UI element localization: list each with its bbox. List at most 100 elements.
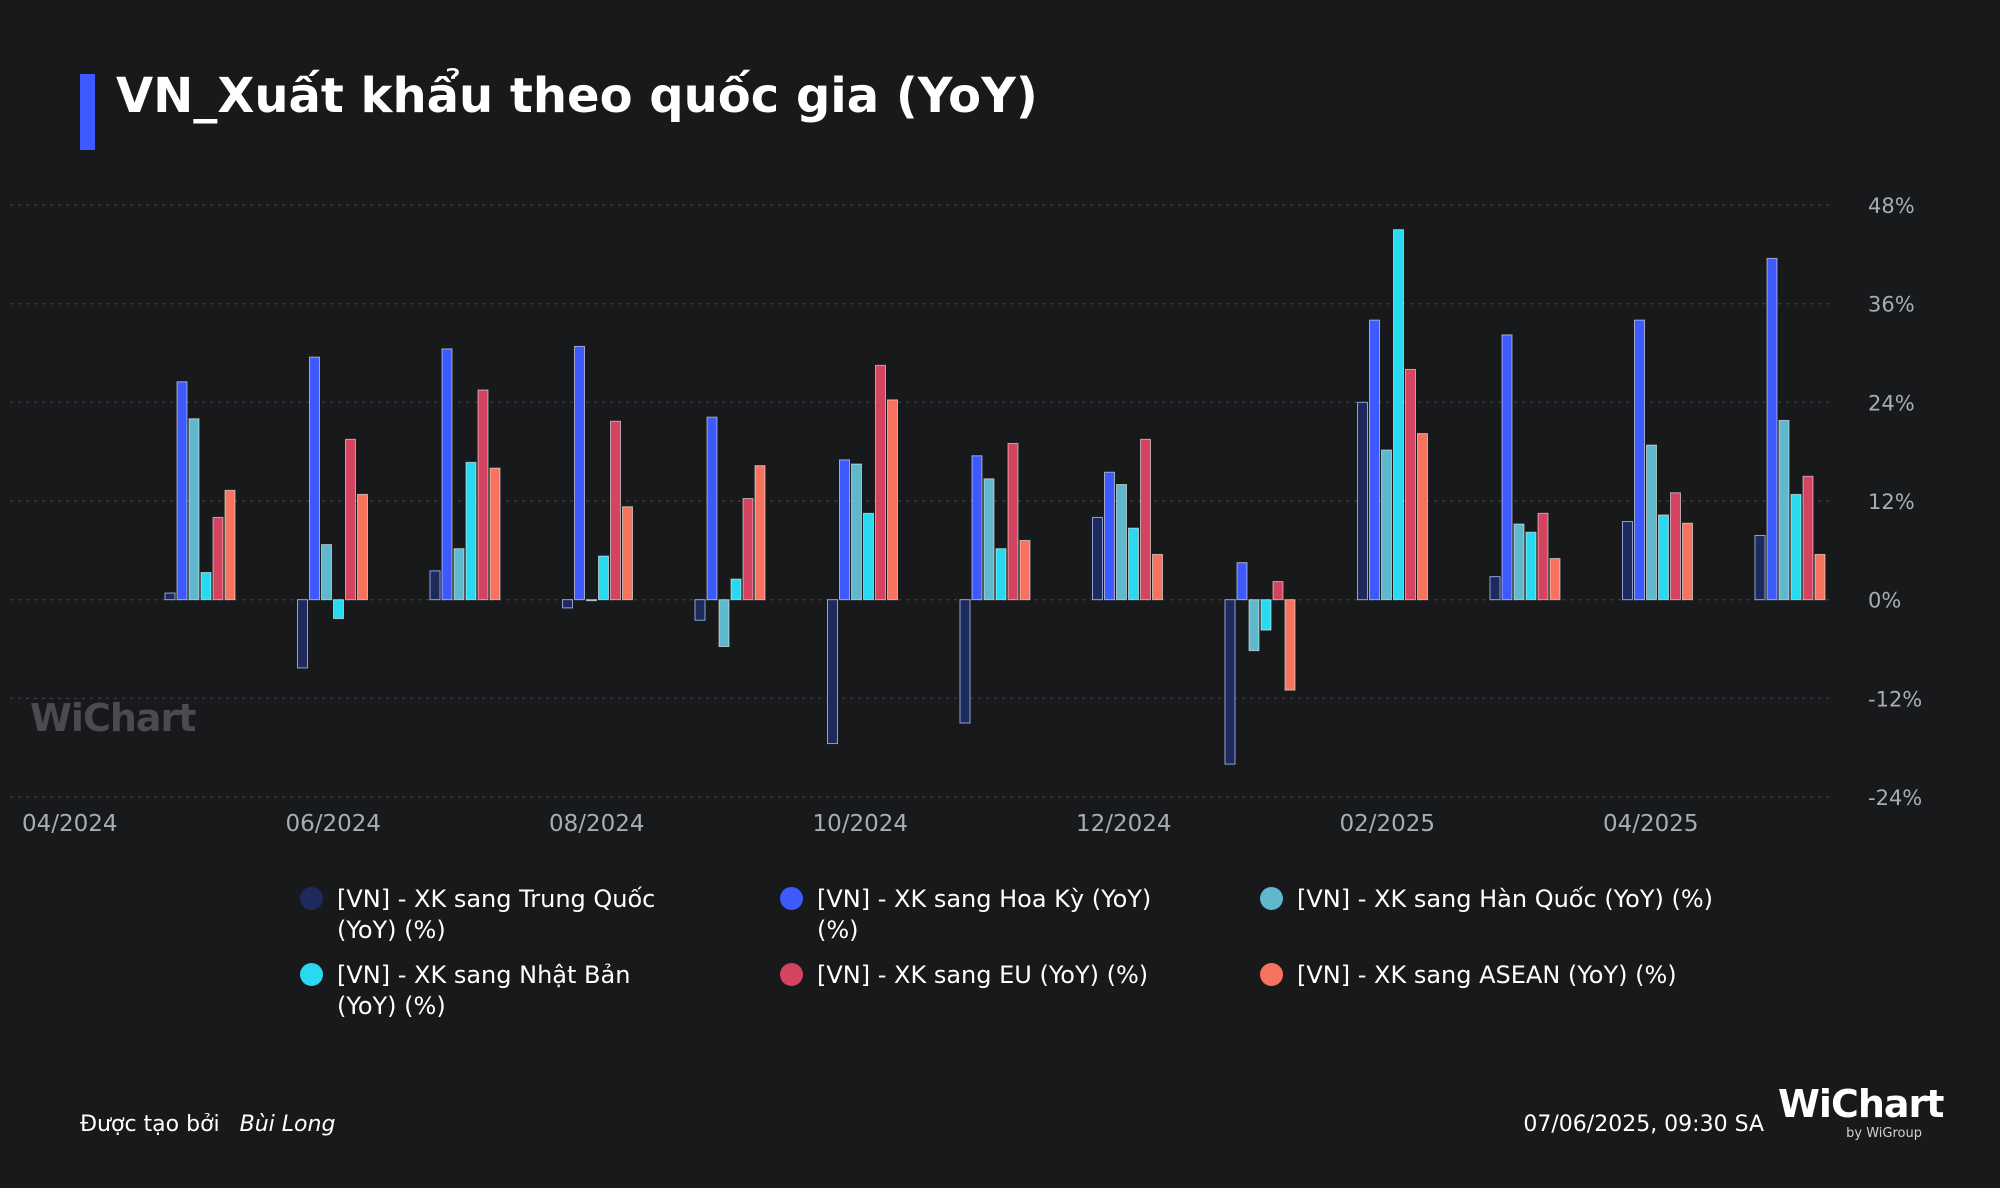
brand-name: WiChart <box>1778 1082 1944 1126</box>
chart-legend: [VN] - XK sang Trung Quốc (YoY) (%) [VN]… <box>300 884 1760 1022</box>
bar-asean <box>224 489 236 601</box>
bar-japan <box>1525 531 1537 601</box>
bar-japan <box>1790 493 1802 601</box>
x-tick-label: 02/2025 <box>1340 811 1436 837</box>
bar-korea <box>851 463 862 601</box>
watermark-logo: WiChart <box>30 696 196 740</box>
bar-korea <box>586 599 597 602</box>
bar-asean <box>489 467 501 601</box>
bar-japan <box>333 599 344 620</box>
bar-us <box>1634 319 1645 601</box>
bar-china <box>562 599 573 609</box>
bar-china <box>164 592 176 601</box>
legend-dot-korea <box>1260 887 1283 910</box>
y-tick-label: -24% <box>1868 786 1922 810</box>
bar-asean <box>357 493 368 601</box>
legend-label-korea: [VN] - XK sang Hàn Quốc (YoY) (%) <box>1297 885 1714 913</box>
bar-eu <box>1405 368 1416 601</box>
bar-eu <box>1537 512 1549 601</box>
y-tick-label: -12% <box>1868 687 1922 711</box>
y-tick-label: 48% <box>1868 194 1915 218</box>
bar-eu <box>212 516 224 601</box>
bar-us <box>176 381 188 601</box>
bar-eu <box>477 389 489 601</box>
bar-japan <box>1128 527 1139 601</box>
x-tick-label: 10/2024 <box>813 811 909 837</box>
bar-korea <box>188 418 200 601</box>
legend-dot-asean <box>1260 963 1283 986</box>
title-accent-bar <box>80 74 95 150</box>
legend-label-us: [VN] - XK sang Hoa Kỳ (YoY) (%) <box>817 885 1152 944</box>
bar-china <box>429 570 441 601</box>
bar-asean <box>1549 558 1561 601</box>
brand-logo: WiChart by WiGroup <box>1778 1082 1944 1142</box>
bar-korea <box>983 478 995 601</box>
legend-dot-eu <box>780 963 803 986</box>
bar-us <box>1766 257 1778 601</box>
legend-item-korea[interactable]: [VN] - XK sang Hàn Quốc (YoY) (%) <box>1260 884 1760 946</box>
legend-item-asean[interactable]: [VN] - XK sang ASEAN (YoY) (%) <box>1260 960 1760 1022</box>
legend-dot-china <box>300 887 323 910</box>
bar-eu <box>345 438 356 601</box>
created-by-label: Được tạo bởi <box>80 1112 220 1137</box>
legend-dot-japan <box>300 963 323 986</box>
bar-china <box>1489 576 1501 601</box>
bar-japan <box>1658 514 1669 601</box>
legend-item-japan[interactable]: [VN] - XK sang Nhật Bản (YoY) (%) <box>300 960 780 1022</box>
bar-china <box>1754 535 1766 601</box>
bar-asean <box>1417 433 1428 601</box>
bar-asean <box>1019 539 1031 601</box>
bar-asean <box>887 399 898 601</box>
bar-korea <box>1513 523 1525 601</box>
legend-label-eu: [VN] - XK sang EU (YoY) (%) <box>817 961 1149 989</box>
bar-korea <box>1381 449 1392 601</box>
bar-asean <box>1284 599 1296 691</box>
brand-sub: by WiGroup <box>1846 1126 1922 1141</box>
bar-eu <box>1007 442 1019 601</box>
bar-korea <box>1646 444 1657 601</box>
bar-china <box>827 599 838 745</box>
bar-china <box>297 599 308 669</box>
bar-japan <box>863 512 874 601</box>
y-tick-label: 0% <box>1868 589 1901 613</box>
bar-japan <box>995 548 1007 601</box>
bar-asean <box>1682 522 1693 601</box>
bar-us <box>706 416 718 601</box>
legend-label-japan: [VN] - XK sang Nhật Bản (YoY) (%) <box>337 961 631 1020</box>
bar-us <box>1236 562 1248 601</box>
bar-korea <box>321 544 332 601</box>
bar-korea <box>1778 419 1790 601</box>
legend-label-asean: [VN] - XK sang ASEAN (YoY) (%) <box>1297 961 1677 989</box>
bar-asean <box>1814 553 1826 601</box>
bar-us <box>441 348 453 601</box>
bar-china <box>1224 599 1236 765</box>
y-tick-label: 24% <box>1868 391 1915 415</box>
footer-timestamp: 07/06/2025, 09:30 SA <box>1523 1112 1764 1137</box>
bar-eu <box>1272 581 1284 601</box>
bar-korea <box>1116 484 1127 601</box>
legend-label-china: [VN] - XK sang Trung Quốc (YoY) (%) <box>337 885 656 944</box>
legend-dot-us <box>780 887 803 910</box>
x-tick-label: 08/2024 <box>549 811 645 837</box>
bar-us <box>1369 319 1380 601</box>
bar-us <box>971 455 983 601</box>
bar-japan <box>730 578 742 601</box>
bar-japan <box>465 461 477 601</box>
bar-asean <box>754 465 766 601</box>
bar-korea <box>1248 599 1260 652</box>
bar-japan <box>200 572 212 601</box>
legend-item-us[interactable]: [VN] - XK sang Hoa Kỳ (YoY) (%) <box>780 884 1260 946</box>
footer-credit: Được tạo bởi Bùi Long <box>80 1112 335 1137</box>
bar-china <box>959 599 971 724</box>
bar-eu <box>1802 475 1814 601</box>
bar-asean <box>622 506 633 601</box>
bar-japan <box>598 555 609 601</box>
bar-eu <box>610 420 621 601</box>
bar-us <box>309 356 320 601</box>
bar-eu <box>1670 492 1681 601</box>
bar-us <box>1501 334 1513 601</box>
bar-asean <box>1152 553 1163 601</box>
legend-item-eu[interactable]: [VN] - XK sang EU (YoY) (%) <box>780 960 1260 1022</box>
bar-china <box>1092 516 1103 601</box>
legend-item-china[interactable]: [VN] - XK sang Trung Quốc (YoY) (%) <box>300 884 780 946</box>
